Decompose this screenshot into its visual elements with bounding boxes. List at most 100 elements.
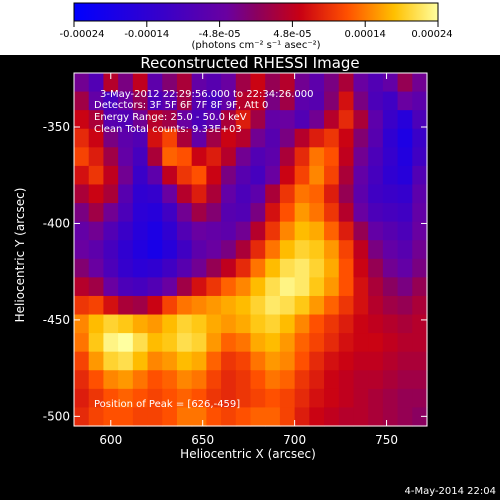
heatmap-cell: [397, 407, 413, 427]
heatmap-cell: [382, 258, 399, 278]
heatmap-cell: [132, 295, 149, 316]
heatmap-cell: [176, 388, 193, 409]
heatmap-cell: [176, 110, 193, 130]
heatmap-cell: [250, 388, 266, 409]
heatmap-cell: [397, 333, 413, 353]
heatmap-cell: [279, 203, 296, 223]
colorbar-ticks: -0.00024 -0.00014 -4.8e-05 4.8e-05 0.00014 0.…: [60, 21, 453, 40]
heatmap-cell: [412, 295, 428, 316]
heatmap-cell: [324, 221, 340, 241]
heatmap-cell: [132, 165, 149, 186]
heatmap-cell: [206, 370, 222, 390]
heatmap-cell: [309, 407, 325, 427]
heatmap-cell: [162, 91, 178, 111]
heatmap-cell: [118, 184, 134, 204]
heatmap-cell: [147, 407, 163, 427]
heatmap-cell: [279, 147, 296, 167]
heatmap-cell: [338, 351, 355, 371]
heatmap-cell: [324, 351, 340, 371]
heatmap-cell: [221, 370, 237, 390]
heatmap-cell: [132, 333, 149, 353]
heatmap-cell: [250, 277, 266, 297]
heatmap-cell: [353, 370, 369, 390]
heatmap-cell: [206, 333, 222, 353]
heatmap-cell: [279, 277, 296, 297]
heatmap-cell: [382, 314, 399, 334]
heatmap-cell: [206, 258, 222, 278]
heatmap-cell: [397, 203, 413, 223]
heatmap-cell: [368, 295, 384, 316]
heatmap-cell: [279, 351, 296, 371]
heatmap-cell: [221, 351, 237, 371]
heatmap-cell: [235, 240, 252, 260]
heatmap-cell: [132, 203, 149, 223]
colorbar-tick-label: 0.00024: [411, 29, 452, 40]
heatmap-cell: [132, 184, 149, 204]
heatmap-cell: [382, 277, 399, 297]
heatmap-cell: [118, 221, 134, 241]
heatmap-cell: [338, 73, 355, 93]
heatmap-cell: [397, 128, 413, 148]
heatmap-cell: [132, 110, 149, 130]
heatmap-cell: [265, 370, 281, 390]
heatmap-cell: [191, 184, 207, 204]
heatmap-cell: [309, 147, 325, 167]
heatmap-cell: [353, 240, 369, 260]
annotation-block: 3-May-2012 22:29:56.000 to 22:34:26.000 …: [94, 89, 313, 410]
heatmap-cell: [221, 295, 237, 316]
heatmap-cell: [74, 258, 90, 278]
heatmap-cell: [309, 184, 325, 204]
heatmap-cell: [235, 295, 252, 316]
heatmap-cell: [176, 351, 193, 371]
annotation-total-counts: Clean Total counts: 9.33E+03: [94, 124, 242, 135]
heatmap-cell: [191, 333, 207, 353]
heatmap-cell: [368, 184, 384, 204]
heatmap-cell: [265, 351, 281, 371]
heatmap-cell: [88, 295, 105, 316]
heatmap-cell: [412, 407, 428, 427]
heatmap-cell: [147, 333, 163, 353]
heatmap-cell: [382, 351, 399, 371]
heatmap-cell: [265, 277, 281, 297]
heatmap-cell: [221, 314, 237, 334]
heatmap-cell: [368, 407, 384, 427]
heatmap-cell: [324, 240, 340, 260]
heatmap-cell: [88, 165, 105, 186]
heatmap-cell: [324, 184, 340, 204]
heatmap-cell: [353, 295, 369, 316]
heatmap-cell: [88, 73, 105, 93]
heatmap-cell: [353, 165, 369, 186]
heatmap-cell: [88, 128, 105, 148]
colorbar-gradient: [73, 2, 439, 22]
heatmap-cell: [206, 184, 222, 204]
heatmap-cell: [397, 388, 413, 409]
heatmap-cell: [250, 128, 266, 148]
heatmap-cell: [397, 110, 413, 130]
heatmap-cell: [382, 203, 399, 223]
heatmap-cell: [176, 73, 193, 93]
heatmap-cell: [265, 147, 281, 167]
heatmap-cell: [162, 240, 178, 260]
heatmap-cell: [206, 314, 222, 334]
heatmap-cell: [265, 295, 281, 316]
heatmap-cell: [176, 258, 193, 278]
heatmap-cell: [368, 277, 384, 297]
heatmap-cell: [132, 388, 149, 409]
heatmap-cell: [221, 333, 237, 353]
heatmap-cell: [147, 370, 163, 390]
heatmap-cell: [353, 388, 369, 409]
heatmap-cell: [191, 203, 207, 223]
heatmap-cell: [88, 388, 105, 409]
heatmap-cell: [147, 203, 163, 223]
heatmap-cell: [382, 333, 399, 353]
heatmap-cell: [88, 258, 105, 278]
heatmap-cell: [368, 147, 384, 167]
heatmap-cell: [162, 73, 178, 93]
heatmap-cell: [221, 184, 237, 204]
heatmap-cell: [221, 110, 237, 130]
heatmap-cell: [294, 147, 310, 167]
heatmap-cell: [265, 240, 281, 260]
heatmap-cell: [309, 258, 325, 278]
heatmap-cell: [412, 240, 428, 260]
heatmap-cell: [74, 333, 90, 353]
